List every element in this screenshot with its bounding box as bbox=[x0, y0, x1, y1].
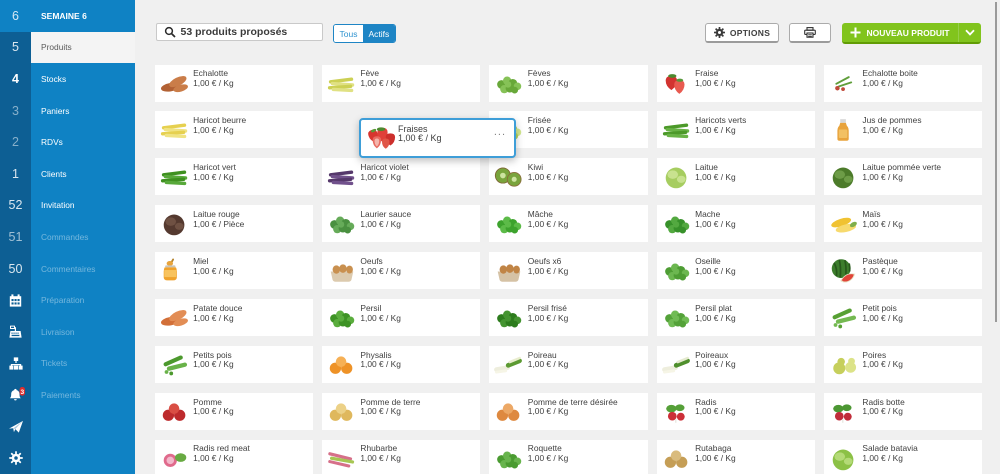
svg-text:3: 3 bbox=[20, 389, 24, 396]
